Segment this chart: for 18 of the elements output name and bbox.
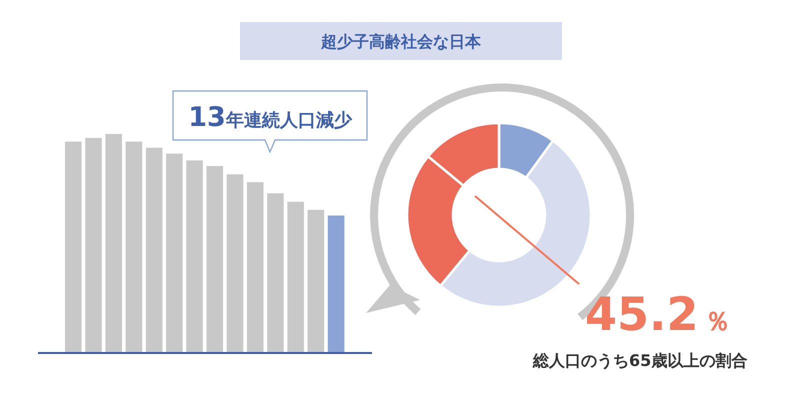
bar	[246, 182, 264, 352]
bar	[85, 138, 102, 352]
bar	[308, 210, 324, 352]
bar	[65, 142, 82, 352]
bar	[226, 174, 244, 352]
text: 超少子高齢社会な日本	[320, 32, 482, 51]
bar	[287, 202, 304, 352]
bar	[328, 216, 344, 352]
bar	[105, 134, 122, 352]
bar	[186, 160, 203, 352]
text: 13年連続人口減少	[188, 102, 353, 133]
text: 総人口のうち65歳以上の割合	[532, 351, 748, 370]
bar	[146, 148, 162, 352]
bar	[267, 193, 284, 352]
text: 45.2％	[585, 287, 730, 341]
bar	[166, 154, 183, 352]
bar	[206, 166, 224, 352]
bar	[126, 142, 142, 352]
